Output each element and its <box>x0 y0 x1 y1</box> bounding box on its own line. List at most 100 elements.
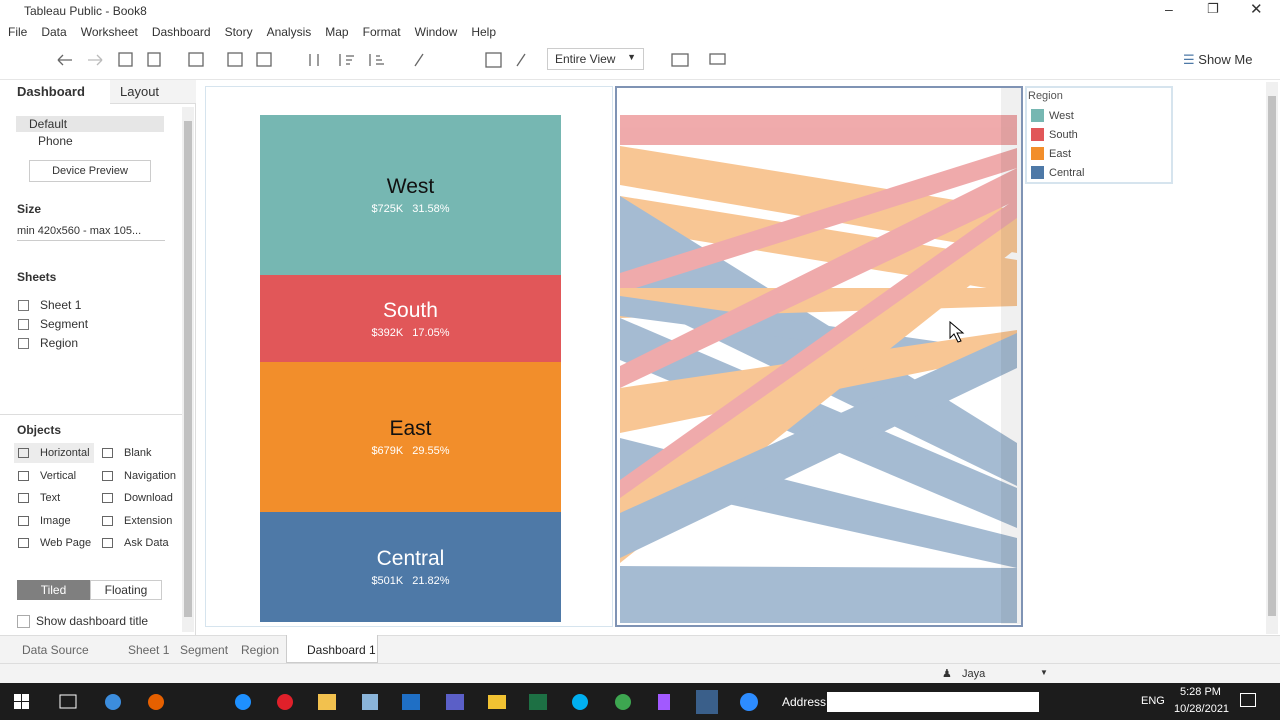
device-option[interactable]: Default <box>29 117 68 131</box>
menu-item[interactable]: Format <box>362 25 401 39</box>
region-legend: Region West South East Central <box>1028 90 1170 182</box>
object-icon <box>102 470 113 481</box>
menu-item[interactable]: Data <box>41 25 67 39</box>
menu-item[interactable]: Window <box>414 25 458 39</box>
size-dropdown[interactable]: min 420x560 - max 105... <box>17 225 165 241</box>
clock-date: 10/28/2021 <box>1174 703 1230 715</box>
legend-item[interactable]: South <box>1028 125 1170 144</box>
object-item[interactable]: Navigation <box>124 469 176 482</box>
fit-value: Entire View <box>555 52 616 66</box>
layout-mode[interactable]: Tiled <box>17 580 90 600</box>
legend-title: Region <box>1028 90 1063 102</box>
region-name: West <box>386 175 435 198</box>
title-bar: Tableau Public - Book8 – ❐ ✕ <box>0 0 1280 22</box>
object-item[interactable]: Web Page <box>40 537 92 549</box>
menu-item[interactable]: Analysis <box>266 25 312 39</box>
legend-swatch <box>1031 109 1044 122</box>
sheet-tab[interactable]: Dashboard 1 <box>307 643 376 657</box>
region-sales: $392K <box>371 326 404 339</box>
menu-item[interactable]: Help <box>471 25 496 39</box>
object-item[interactable]: Horizontal <box>40 447 90 459</box>
panel-tab[interactable]: Dashboard <box>17 84 85 99</box>
language: ENG <box>1141 695 1165 707</box>
object-item[interactable]: Image <box>40 514 71 527</box>
menu-item[interactable]: Dashboard <box>151 25 211 39</box>
legend-label: Central <box>1049 166 1085 179</box>
menu-item[interactable]: Worksheet <box>80 25 138 39</box>
active-tab <box>286 635 378 663</box>
object-item[interactable]: Extension <box>124 514 173 527</box>
toolbar: Entire View ▼ ☰ Show Me <box>0 42 1280 80</box>
sheet-tab[interactable]: Sheet 1 <box>128 643 170 657</box>
scrollbar <box>182 107 194 632</box>
menu-item[interactable]: File <box>8 25 28 39</box>
object-icon <box>18 493 29 503</box>
region-sales: $725K <box>371 203 404 215</box>
ribbon <box>620 115 1017 145</box>
legend-swatch <box>1031 166 1044 179</box>
sheet-item[interactable]: Segment <box>40 317 89 331</box>
device-preview-button[interactable]: Device Preview <box>29 160 151 182</box>
region-share: 17.05% <box>412 326 450 339</box>
status-user: Jaya <box>962 668 986 680</box>
menu-item[interactable]: Story <box>224 25 253 39</box>
legend-item[interactable]: East <box>1028 144 1170 163</box>
legend-item[interactable]: Central <box>1028 163 1170 182</box>
window-title: Tableau Public - Book8 <box>24 4 147 18</box>
sheet-tab[interactable]: Segment <box>180 643 229 657</box>
dashboard-canvas <box>205 86 1173 627</box>
checkbox[interactable] <box>17 615 30 628</box>
taskbar-icons <box>14 690 758 714</box>
object-item[interactable]: Ask Data <box>124 537 169 549</box>
object-item[interactable]: Download <box>124 492 173 504</box>
region-stats: $725K 31.58% <box>371 203 449 215</box>
object-item[interactable]: Vertical <box>40 469 77 482</box>
minimize-button[interactable]: – <box>1165 1 1173 17</box>
panel-tab[interactable]: Layout <box>120 84 160 99</box>
sheet-tab[interactable]: Data Source <box>22 643 89 657</box>
clock-time: 5:28 PM <box>1180 686 1221 698</box>
region-stats: $679K 29.55% <box>371 445 449 457</box>
object-icon <box>102 448 113 458</box>
legend-item[interactable]: West <box>1028 106 1170 125</box>
region-sales: $501K <box>371 575 404 587</box>
sheet-tabs: Data Source Sheet 1 Segment Region Dashboard… <box>0 635 1280 663</box>
address-label: Address <box>782 695 827 709</box>
layout-mode[interactable]: Floating <box>90 580 162 600</box>
object-item[interactable]: Text <box>40 492 61 504</box>
object-highlight <box>14 443 94 463</box>
menu-item[interactable]: Map <box>325 25 349 39</box>
ribbon <box>620 566 1017 623</box>
device-option[interactable]: Phone <box>38 134 73 148</box>
sheet-tab[interactable]: Region <box>241 643 280 657</box>
address-box[interactable] <box>827 692 1039 712</box>
region-block[interactable]: West $725K 31.58% <box>260 115 561 275</box>
object-icon <box>102 538 113 548</box>
region-name: East <box>389 417 432 440</box>
section-heading: Size <box>17 202 42 216</box>
show-title-label: Show dashboard title <box>36 614 149 628</box>
object-item[interactable]: Blank <box>124 447 152 459</box>
object-icon <box>18 448 29 458</box>
region-share: 31.58% <box>412 203 450 215</box>
restore-button[interactable]: ❐ <box>1207 1 1219 16</box>
sheet-item[interactable]: Sheet 1 <box>40 298 82 312</box>
sheet-icon <box>18 319 29 330</box>
region-block[interactable]: South $392K 17.05% <box>260 275 561 362</box>
notification-icon[interactable] <box>1240 693 1256 707</box>
object-icon <box>18 470 29 481</box>
fit-dropdown[interactable]: Entire View ▼ <box>547 48 644 70</box>
legend-label: South <box>1049 128 1078 141</box>
close-button[interactable]: ✕ <box>1250 1 1263 18</box>
ribbon <box>620 168 1017 388</box>
region-block[interactable]: Central $501K 21.82% <box>260 512 561 622</box>
toolbar-icons <box>57 52 726 68</box>
region-name: South <box>383 298 438 322</box>
region-block[interactable]: East $679K 29.55% <box>260 362 561 512</box>
side-panel: Dashboard Layout Default Phone Device Previe… <box>0 80 196 635</box>
region-share: 21.82% <box>412 575 450 587</box>
sheet-item[interactable]: Region <box>40 336 79 350</box>
section-heading: Objects <box>17 423 62 437</box>
legend-swatch <box>1031 147 1044 160</box>
show-me-button[interactable]: ☰ Show Me <box>1183 52 1253 67</box>
